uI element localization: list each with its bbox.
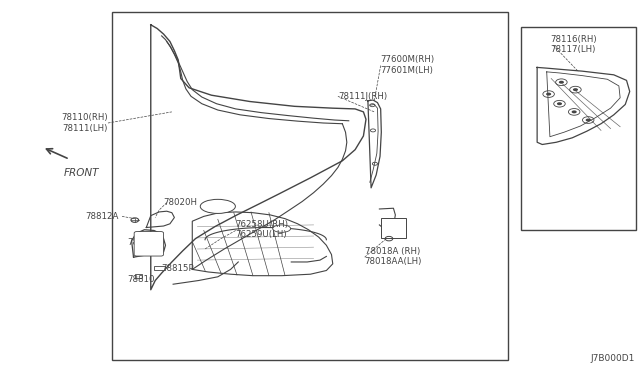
Text: 77600M(RH): 77600M(RH)	[381, 55, 435, 64]
Bar	[113, 12, 508, 360]
Text: 78117(LH): 78117(LH)	[550, 45, 595, 54]
Text: 78028P: 78028P	[127, 238, 160, 247]
Text: 78111J(RH): 78111J(RH)	[338, 92, 387, 101]
FancyBboxPatch shape	[134, 232, 164, 256]
Text: 78116(RH): 78116(RH)	[550, 35, 596, 44]
Text: 78812A: 78812A	[86, 212, 119, 221]
Text: 77601M(LH): 77601M(LH)	[381, 66, 433, 75]
Text: 78810: 78810	[127, 275, 155, 284]
Text: FRONT: FRONT	[63, 168, 99, 178]
Text: 78111(LH): 78111(LH)	[63, 124, 108, 133]
Circle shape	[559, 81, 564, 84]
Circle shape	[572, 110, 577, 113]
Text: 78018A (RH): 78018A (RH)	[365, 247, 420, 256]
Text: 78110(RH): 78110(RH)	[61, 113, 108, 122]
Ellipse shape	[200, 199, 236, 214]
Bar	[381, 218, 406, 238]
Text: 78020H: 78020H	[164, 198, 198, 207]
Circle shape	[573, 88, 578, 91]
Text: 76258U(RH): 76258U(RH)	[236, 221, 289, 230]
Circle shape	[546, 93, 551, 96]
Bar	[154, 266, 166, 270]
Ellipse shape	[273, 225, 291, 232]
Text: 76259U(LH): 76259U(LH)	[236, 230, 287, 240]
Text: 78018AA(LH): 78018AA(LH)	[365, 257, 422, 266]
Bar	[135, 274, 143, 278]
Circle shape	[557, 102, 562, 105]
Bar	[521, 27, 636, 231]
Text: J7B000D1: J7B000D1	[591, 354, 635, 363]
Circle shape	[586, 119, 591, 122]
Text: 78815P: 78815P	[162, 264, 195, 273]
